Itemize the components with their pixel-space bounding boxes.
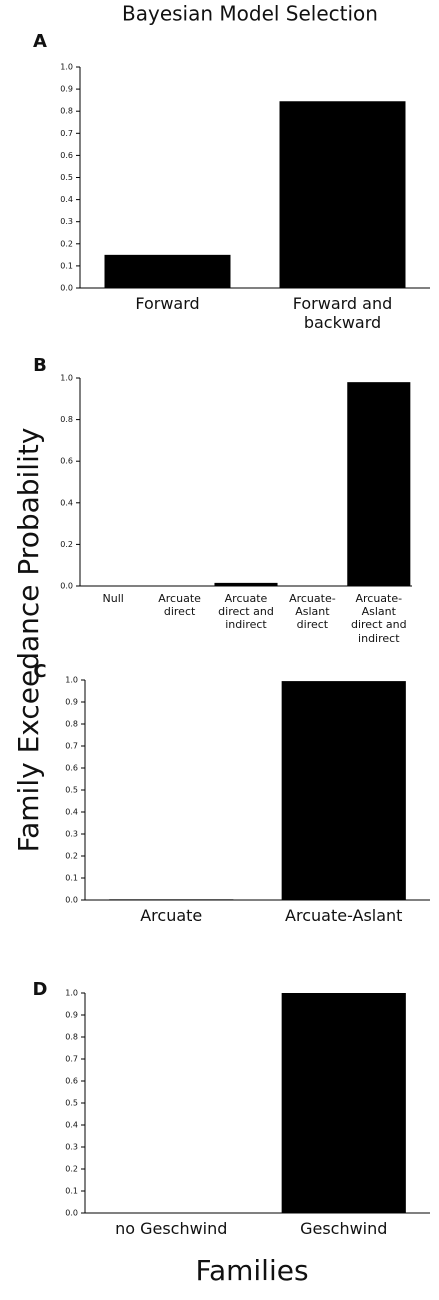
- y-tick-label: 0.0: [60, 582, 73, 591]
- panel-label: D: [33, 979, 48, 1000]
- y-tick-label: 0.1: [65, 1187, 78, 1196]
- y-tick-label: 0.5: [65, 1099, 78, 1108]
- panel-label: C: [33, 661, 46, 682]
- bar: [281, 993, 406, 1213]
- x-tick-label: Geschwind: [300, 1219, 388, 1238]
- figure-title: Bayesian Model Selection: [122, 2, 378, 26]
- y-tick-label: 0.4: [65, 808, 78, 817]
- y-tick-label: 0.7: [65, 742, 78, 751]
- panel-label: A: [33, 31, 47, 52]
- y-tick-label: 0.3: [65, 1143, 78, 1152]
- y-tick-label: 0.2: [60, 239, 73, 248]
- y-tick-label: 1.0: [65, 676, 78, 685]
- y-tick-label: 1.0: [65, 989, 78, 998]
- bar: [281, 681, 406, 900]
- y-tick-label: 0.9: [65, 1011, 78, 1020]
- bar: [279, 101, 406, 288]
- y-tick-label: 0.2: [65, 852, 78, 861]
- y-tick-label: 0.6: [60, 457, 73, 466]
- y-tick-label: 0.1: [60, 261, 73, 270]
- x-tick-label: Arcuate: [140, 906, 203, 925]
- y-tick-label: 0.8: [65, 720, 78, 729]
- y-tick-label: 0.4: [65, 1121, 78, 1130]
- y-tick-label: 0.0: [60, 284, 73, 293]
- y-tick-label: 0.6: [60, 151, 73, 160]
- y-tick-label: 1.0: [60, 63, 73, 72]
- y-axis-label: Family Exceedance Probability: [12, 428, 45, 853]
- y-tick-label: 0.0: [65, 896, 78, 905]
- y-tick-label: 0.4: [60, 195, 73, 204]
- bar: [214, 582, 278, 586]
- x-tick-label: Arcuate direct: [158, 592, 201, 619]
- y-tick-label: 0.8: [60, 107, 73, 116]
- y-tick-label: 0.3: [60, 217, 73, 226]
- y-tick-label: 0.6: [65, 1077, 78, 1086]
- bar: [109, 899, 234, 900]
- y-tick-label: 0.6: [65, 764, 78, 773]
- y-tick-label: 0.4: [60, 498, 73, 507]
- y-tick-label: 0.7: [65, 1055, 78, 1064]
- x-tick-label: Arcuate-Aslant direct and indirect: [350, 592, 407, 645]
- y-tick-label: 0.7: [60, 129, 73, 138]
- y-tick-label: 0.5: [65, 786, 78, 795]
- y-tick-label: 0.0: [65, 1209, 78, 1218]
- panel-label: B: [33, 355, 47, 376]
- y-tick-label: 0.3: [65, 830, 78, 839]
- bar: [104, 254, 231, 288]
- y-tick-label: 0.9: [60, 85, 73, 94]
- x-tick-label: Forward: [135, 294, 200, 313]
- x-axis-label: Families: [195, 1254, 308, 1287]
- x-tick-label: Arcuate-Aslant: [285, 906, 403, 925]
- y-tick-label: 0.9: [65, 698, 78, 707]
- y-tick-label: 0.8: [60, 415, 73, 424]
- y-tick-label: 0.5: [60, 173, 73, 182]
- x-tick-label: Null: [102, 592, 124, 605]
- x-tick-label: Arcuate-Aslant direct: [289, 592, 336, 632]
- x-tick-label: no Geschwind: [115, 1219, 228, 1238]
- y-tick-label: 0.8: [65, 1033, 78, 1042]
- bar: [347, 382, 411, 586]
- y-tick-label: 0.1: [65, 874, 78, 883]
- y-tick-label: 1.0: [60, 374, 73, 383]
- x-tick-label: Forward and backward: [292, 294, 393, 333]
- y-tick-label: 0.2: [65, 1165, 78, 1174]
- y-tick-label: 0.2: [60, 540, 73, 549]
- x-tick-label: Arcuate direct and indirect: [218, 592, 274, 632]
